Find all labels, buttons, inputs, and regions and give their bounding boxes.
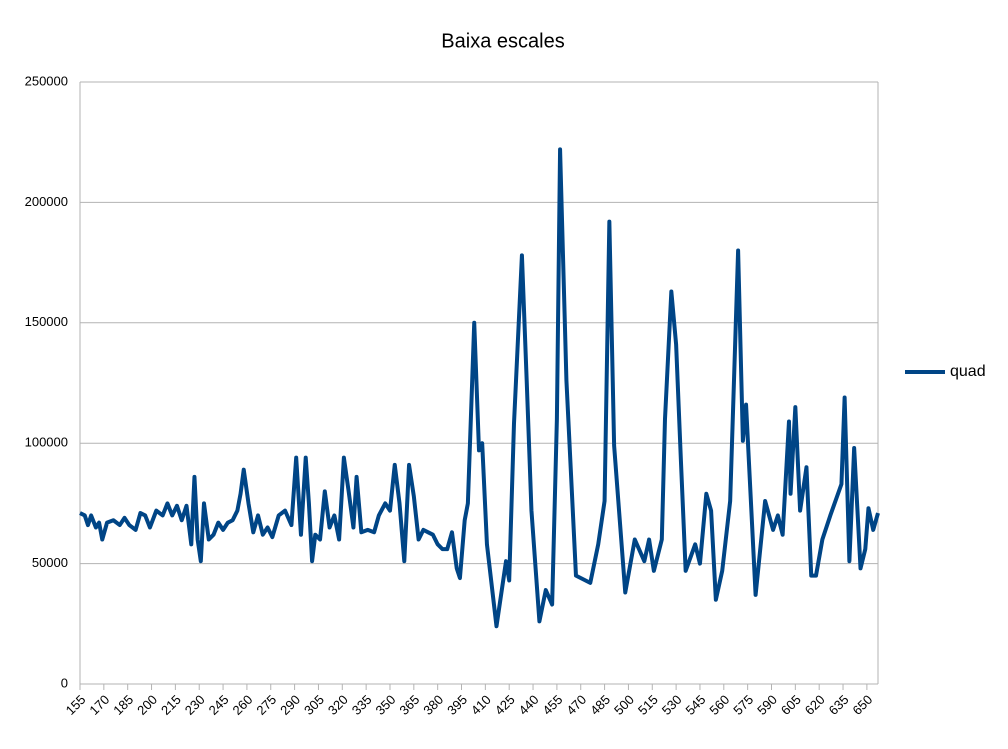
x-tick-label: 455 (539, 692, 565, 718)
x-tick-label: 560 (706, 692, 732, 718)
x-tick-label: 545 (683, 692, 709, 718)
x-tick-label: 365 (396, 692, 422, 718)
x-tick-label: 380 (420, 692, 446, 718)
x-tick-label: 320 (325, 692, 351, 718)
x-tick-label: 650 (849, 692, 875, 718)
x-tick-label: 290 (277, 692, 303, 718)
x-tick-label: 170 (86, 692, 112, 718)
x-tick-label: 485 (587, 692, 613, 718)
x-tick-label: 410 (468, 692, 494, 718)
y-tick-label: 150000 (25, 314, 68, 329)
legend-label: quad (950, 363, 986, 380)
x-tick-label: 500 (611, 692, 637, 718)
x-tick-label: 575 (730, 692, 756, 718)
x-tick-label: 275 (253, 692, 279, 718)
x-tick-label: 200 (134, 692, 160, 718)
y-tick-label: 200000 (25, 194, 68, 209)
x-tick-label: 425 (492, 692, 518, 718)
x-tick-label: 155 (63, 692, 89, 718)
x-tick-label: 530 (659, 692, 685, 718)
x-tick-label: 470 (563, 692, 589, 718)
x-tick-label: 230 (182, 692, 208, 718)
x-tick-label: 185 (110, 692, 136, 718)
y-tick-label: 250000 (25, 73, 68, 88)
x-tick-label: 620 (802, 692, 828, 718)
x-tick-label: 350 (373, 692, 399, 718)
x-tick-label: 440 (516, 692, 542, 718)
x-tick-label: 245 (206, 692, 232, 718)
x-tick-label: 605 (778, 692, 804, 718)
series-line (79, 147, 880, 629)
x-tick-label: 515 (635, 692, 661, 718)
x-tick-label: 260 (230, 692, 256, 718)
x-tick-label: 395 (444, 692, 470, 718)
x-tick-label: 215 (158, 692, 184, 718)
x-tick-label: 635 (826, 692, 852, 718)
chart-title: Baixa escales (441, 30, 564, 52)
x-tick-label: 305 (301, 692, 327, 718)
y-tick-label: 0 (61, 675, 68, 690)
y-tick-label: 100000 (25, 435, 68, 450)
x-tick-label: 590 (754, 692, 780, 718)
x-tick-label: 335 (349, 692, 375, 718)
y-tick-label: 50000 (32, 555, 68, 570)
